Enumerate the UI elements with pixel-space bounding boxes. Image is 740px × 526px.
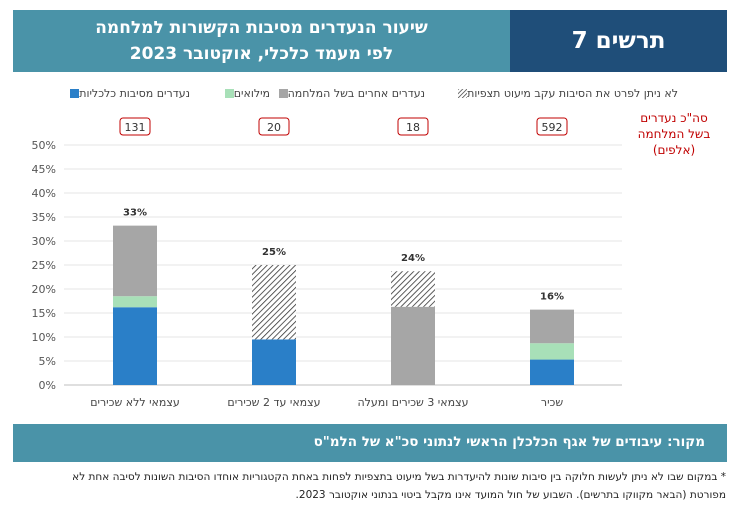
- y-axis: 0% 5% 10% 15% 20% 25% 30% 35% 40% 45% 50%: [32, 139, 56, 392]
- war-absent-total-value: 131: [125, 121, 146, 134]
- legend-swatch-hatch: [458, 89, 468, 98]
- y-tick-label: 15%: [32, 307, 56, 320]
- war-absent-total-value: 592: [542, 121, 563, 134]
- legend-swatch-reserve: [224, 89, 234, 98]
- legend: לא ניתן לפרט את הסיבות עקב מיעוט תצפיות …: [40, 87, 680, 105]
- legend-swatch-war-other: [278, 89, 288, 98]
- legend-item-war-other: נעדרים אחרים בשל המלחמה: [275, 87, 425, 100]
- x-tick-label: עצמאי 3 שכירים ומעלה: [357, 396, 468, 409]
- stacked-bar-chart: 0% 5% 10% 15% 20% 25% 30% 35% 40% 45% 50% 33% 25% 24…: [32, 111, 711, 409]
- bar-segment-economic: [530, 359, 574, 385]
- x-tick-label: שכיר: [541, 396, 563, 409]
- bars: 33% 25% 24% 16%: [113, 208, 574, 385]
- bar-segment-reserve: [113, 296, 157, 308]
- x-axis: עצמאי ללא שכירים עצמאי עד 2 שכירים עצמאי 3…: [90, 396, 563, 409]
- x-tick-label: עצמאי עד 2 שכירים: [227, 396, 320, 409]
- header: שיעור הנעדרים מסיבות הקשורות למלחמה לפי …: [13, 10, 727, 72]
- y-tick-label: 25%: [32, 259, 56, 272]
- war-absent-total-box: [397, 117, 429, 136]
- bar-segment-economic: [252, 339, 296, 385]
- source-text: מקור: עיבודים של אגף הכלכלן הראשי לנתוני…: [313, 434, 705, 450]
- legend-item-economic: נעדרים מסיבות כלכליות: [66, 87, 190, 100]
- war-absent-caption-line: (אלפים): [653, 143, 695, 157]
- y-tick-label: 10%: [32, 331, 56, 344]
- bar-segment-reserve: [530, 343, 574, 360]
- legend-label-unspecified: לא ניתן לפרט את הסיבות עקב מיעוט תצפיות: [467, 87, 678, 100]
- y-tick-label: 35%: [32, 211, 56, 224]
- war-absent-total-value: 20: [267, 121, 281, 134]
- legend-label-economic: נעדרים מסיבות כלכליות: [79, 87, 190, 100]
- legend-item-reserve: מילואים: [221, 87, 270, 100]
- legend-label-war-other: נעדרים אחרים בשל המלחמה: [287, 87, 425, 100]
- war-absent-total-box: [119, 117, 151, 136]
- y-tick-label: 20%: [32, 283, 56, 296]
- legend-label-reserve: מילואים: [233, 87, 270, 100]
- figure-label: תרשים 7: [510, 10, 727, 72]
- bar-segment-unspecified: [391, 271, 435, 307]
- chart-title-line2: לפי מעמד כלכלי, אוקטובר 2023: [129, 44, 394, 64]
- war-absent-total-value: 18: [406, 121, 420, 134]
- y-tick-label: 45%: [32, 163, 56, 176]
- bar-segment-war-other: [530, 309, 574, 344]
- war-absent-caption-line: סה"כ נעדרים: [640, 111, 708, 125]
- x-tick-label: עצמאי ללא שכירים: [90, 396, 180, 409]
- bar-segment-war-other: [391, 306, 435, 385]
- total-percent-label: 33%: [123, 208, 147, 219]
- bar-segment-unspecified: [252, 265, 296, 340]
- war-absent-total-box: [258, 117, 290, 136]
- y-tick-label: 30%: [32, 235, 56, 248]
- y-tick-label: 40%: [32, 187, 56, 200]
- total-percent-label: 24%: [401, 253, 425, 264]
- footnote: * במקום שבו לא ניתן לעשות חלוקה בין סיבו…: [72, 471, 726, 501]
- war-absent-caption-line: בשל המלחמה: [638, 127, 711, 141]
- bar-segment-economic: [113, 307, 157, 385]
- y-tick-label: 5%: [39, 355, 56, 368]
- legend-swatch-economic: [70, 89, 80, 98]
- y-tick-label: 0%: [39, 379, 56, 392]
- war-absent-total-box: [536, 117, 568, 136]
- bar-segment-war-other: [113, 225, 157, 297]
- chart-title-line1: שיעור הנעדרים מסיבות הקשורות למלחמה: [95, 18, 428, 38]
- y-tick-label: 50%: [32, 139, 56, 152]
- legend-item-unspecified: לא ניתן לפרט את הסיבות עקב מיעוט תצפיות: [454, 87, 678, 100]
- war-absent-totals: 131 20 18 592 סה"כ נעדרים בשל המלחמה (אלפים): [119, 111, 711, 157]
- source-bar: מקור: עיבודים של אגף הכלכלן הראשי לנתוני…: [13, 424, 727, 462]
- total-percent-label: 16%: [540, 292, 564, 303]
- chart-title-box: שיעור הנעדרים מסיבות הקשורות למלחמה לפי …: [13, 10, 510, 72]
- total-percent-label: 25%: [262, 247, 286, 258]
